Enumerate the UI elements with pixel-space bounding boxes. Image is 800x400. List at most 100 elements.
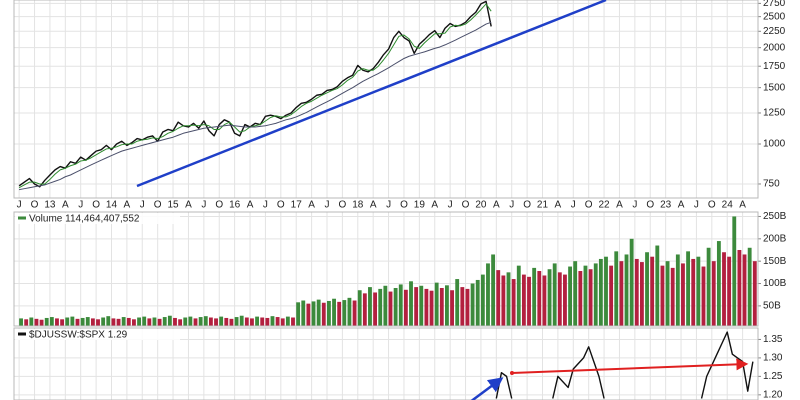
volume-bar <box>250 318 254 326</box>
volume-bar <box>501 275 506 326</box>
panels: J O 13 A J O 14 A J O 15 A J O 16 A J O 17 A J O 18 A J O 19 A J O 20 A… <box>13 0 787 400</box>
volume-bar <box>598 258 603 326</box>
volume-bar <box>409 281 413 326</box>
y-tick-label: 250B <box>763 211 787 222</box>
volume-bar <box>722 252 726 326</box>
volume-bar <box>142 316 147 326</box>
volume-bar <box>316 299 321 326</box>
volume-bar <box>167 315 172 326</box>
volume-bar <box>55 318 59 326</box>
volume-bar <box>480 274 485 326</box>
volume-bar <box>39 319 44 326</box>
x-tick-label: J <box>140 200 145 211</box>
volume-bar <box>711 261 716 326</box>
volume-bar <box>255 316 260 326</box>
x-tick-label: O <box>462 200 470 211</box>
volume-bar <box>619 261 624 326</box>
volume-bar <box>157 318 162 326</box>
volume-bar <box>90 318 95 326</box>
panel-frame <box>13 211 759 327</box>
y-tick-label: 200B <box>763 233 787 244</box>
volume-bar <box>393 288 398 326</box>
volume-bar <box>542 275 547 326</box>
title-background <box>15 329 180 340</box>
volume-bar <box>527 276 531 326</box>
volume-bar <box>511 279 516 326</box>
volume-bar <box>609 265 614 326</box>
x-tick-label: 23 <box>660 200 672 211</box>
panel-frame <box>13 327 759 400</box>
volume-bar <box>162 317 167 326</box>
volume-bar <box>306 303 311 326</box>
volume-bar <box>563 274 567 326</box>
volume-bar <box>383 285 388 326</box>
volume-bar <box>429 290 434 326</box>
volume-bar <box>650 256 655 326</box>
volume-bar <box>80 317 85 326</box>
x-tick-label: J <box>448 200 453 211</box>
volume-bar <box>439 288 444 326</box>
volume-bar <box>19 318 23 326</box>
volume-bar <box>357 290 362 326</box>
volume-bar <box>424 288 429 326</box>
volume-bar <box>275 317 280 326</box>
volume-bar <box>578 271 583 326</box>
volume-bar <box>691 258 696 326</box>
volume-bar <box>178 319 183 326</box>
volume-bar <box>373 292 378 326</box>
volume-bar <box>362 293 367 326</box>
volume-bar <box>593 263 598 326</box>
volume-bar <box>747 247 752 326</box>
volume-bar <box>583 265 588 326</box>
x-tick-label: 16 <box>229 200 241 211</box>
x-tick-label: 24 <box>722 200 734 211</box>
y-tick-label: 1750 <box>763 61 786 72</box>
panel-title: $DJUSSW:$SPX 1.29 <box>29 330 128 341</box>
panel-frame <box>13 0 759 199</box>
volume-bar <box>624 254 629 326</box>
volume-bar <box>24 319 29 326</box>
volume-bar <box>604 256 608 326</box>
volume-bar <box>686 251 691 326</box>
volume-bar <box>752 261 757 326</box>
volume-bar <box>337 301 342 326</box>
volume-bar <box>588 269 593 326</box>
x-tick-label: A <box>678 200 685 211</box>
volume-bar <box>203 316 208 326</box>
volume-bar <box>29 317 34 326</box>
volume-bar <box>681 263 685 326</box>
volume-bar <box>568 266 572 326</box>
x-tick-label: A <box>185 200 192 211</box>
volume-bar <box>465 288 470 326</box>
volume-bar <box>270 316 275 326</box>
volume-bar <box>101 317 106 326</box>
volume-bar <box>219 316 224 326</box>
volume-bar <box>496 270 501 326</box>
x-tick-label: A <box>62 200 69 211</box>
y-tick-label: 2000 <box>763 42 786 53</box>
volume-bar <box>342 300 347 326</box>
x-tick-label: O <box>646 200 654 211</box>
volume-bar <box>675 254 680 326</box>
x-tick-label: 20 <box>475 200 487 211</box>
volume-bar <box>326 300 331 326</box>
panel: J O 13 A J O 14 A J O 15 A J O 16 A J O 17 A J O 18 A J O 19 A J O 20 A… <box>13 0 786 211</box>
x-tick-label: J <box>17 200 22 211</box>
y-tick-label: 1250 <box>763 108 786 119</box>
data-line <box>19 21 492 191</box>
y-tick-label: 50B <box>763 301 781 312</box>
volume-bar <box>121 317 126 326</box>
volume-bar <box>321 302 326 326</box>
x-tick-label: 19 <box>414 200 426 211</box>
volume-bar <box>732 216 737 326</box>
volume-bar <box>445 285 449 326</box>
annotation-arrow <box>511 358 749 374</box>
volume-bar <box>265 317 270 326</box>
x-tick-label: J <box>509 200 514 211</box>
volume-bar <box>660 265 665 326</box>
volume-bar <box>696 256 701 326</box>
volume-bar <box>634 258 639 326</box>
volume-bar <box>285 316 290 326</box>
x-tick-label: A <box>555 200 562 211</box>
volume-bar <box>727 256 732 326</box>
